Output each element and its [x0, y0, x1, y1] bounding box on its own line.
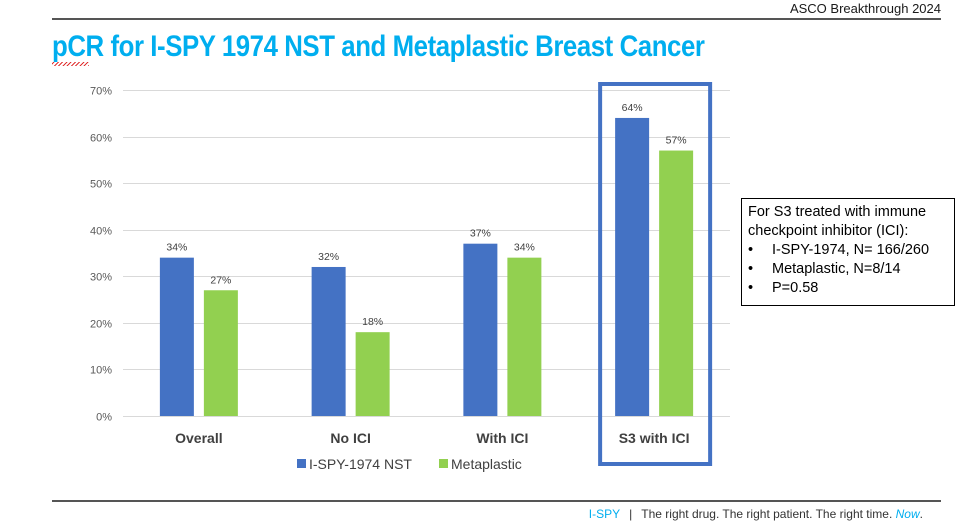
legend: I-SPY-1974 NST Metaplastic [297, 456, 522, 472]
footer-emphasis: Now [895, 507, 920, 521]
category-label: Overall [175, 430, 222, 446]
data-label: 57% [666, 135, 687, 147]
y-tick-label: 60% [90, 133, 112, 145]
bar [615, 117, 650, 416]
y-tick-label: 50% [90, 179, 112, 191]
y-axis-ticks: 0% 10% 20% 30% 40% 50% 60% 70% [90, 86, 112, 424]
top-divider [52, 18, 941, 20]
highlight-box [598, 82, 713, 466]
footer-end: . [919, 507, 923, 521]
y-tick-label: 0% [96, 412, 112, 424]
info-box: For S3 treated with immune checkpoint in… [741, 198, 955, 306]
y-tick-label: 70% [90, 86, 112, 98]
legend-label: I-SPY-1974 NST [309, 456, 412, 472]
legend-label: Metaplastic [451, 456, 522, 472]
footer-brand: I-SPY [588, 507, 621, 521]
bars [159, 117, 694, 417]
data-labels: 34% 27% 32% 18% 37% 34% 64% 57% [166, 102, 686, 328]
y-tick-label: 20% [90, 319, 112, 331]
footer: I-SPY | The right drug. The right patient.… [589, 507, 923, 521]
category-label: No ICI [330, 430, 370, 446]
info-bullet: I-SPY-1974, N= 166/260 [748, 241, 948, 260]
footer-separator: | [629, 507, 633, 521]
data-label: 32% [318, 251, 339, 263]
info-bullet: Metaplastic, N=8/14 [748, 260, 948, 279]
header-tag: ASCO Breakthrough 2024 [789, 1, 941, 16]
data-label: 34% [166, 242, 187, 254]
data-label: 34% [514, 242, 535, 254]
spellcheck-underline [52, 62, 89, 66]
info-bullet: P=0.58 [748, 279, 948, 298]
legend-swatch [439, 459, 448, 468]
footer-tagline: The right drug. The right patient. The r… [641, 507, 893, 521]
bar [355, 332, 390, 416]
slide-title: pCR for I-SPY 1974 NST and Metaplastic B… [52, 30, 705, 63]
data-label: 37% [470, 228, 491, 240]
info-heading: For S3 treated with immune checkpoint in… [748, 204, 927, 239]
y-tick-label: 10% [90, 365, 112, 377]
y-tick-label: 30% [90, 272, 112, 284]
data-label: 27% [210, 274, 231, 286]
data-label: 64% [622, 102, 643, 114]
bar [311, 266, 346, 416]
info-bullets: I-SPY-1974, N= 166/260 Metaplastic, N=8/… [748, 241, 948, 298]
bar [463, 243, 498, 416]
bottom-divider [52, 500, 941, 502]
bar [159, 257, 194, 416]
legend-swatch [297, 459, 306, 468]
bar [507, 257, 542, 416]
category-label: S3 with ICI [619, 430, 690, 446]
category-label: With ICI [476, 430, 528, 446]
bar [203, 290, 238, 416]
bar [659, 150, 694, 417]
y-tick-label: 40% [90, 226, 112, 238]
data-label: 18% [362, 316, 383, 328]
category-labels: Overall No ICI With ICI S3 with ICI [175, 430, 689, 446]
